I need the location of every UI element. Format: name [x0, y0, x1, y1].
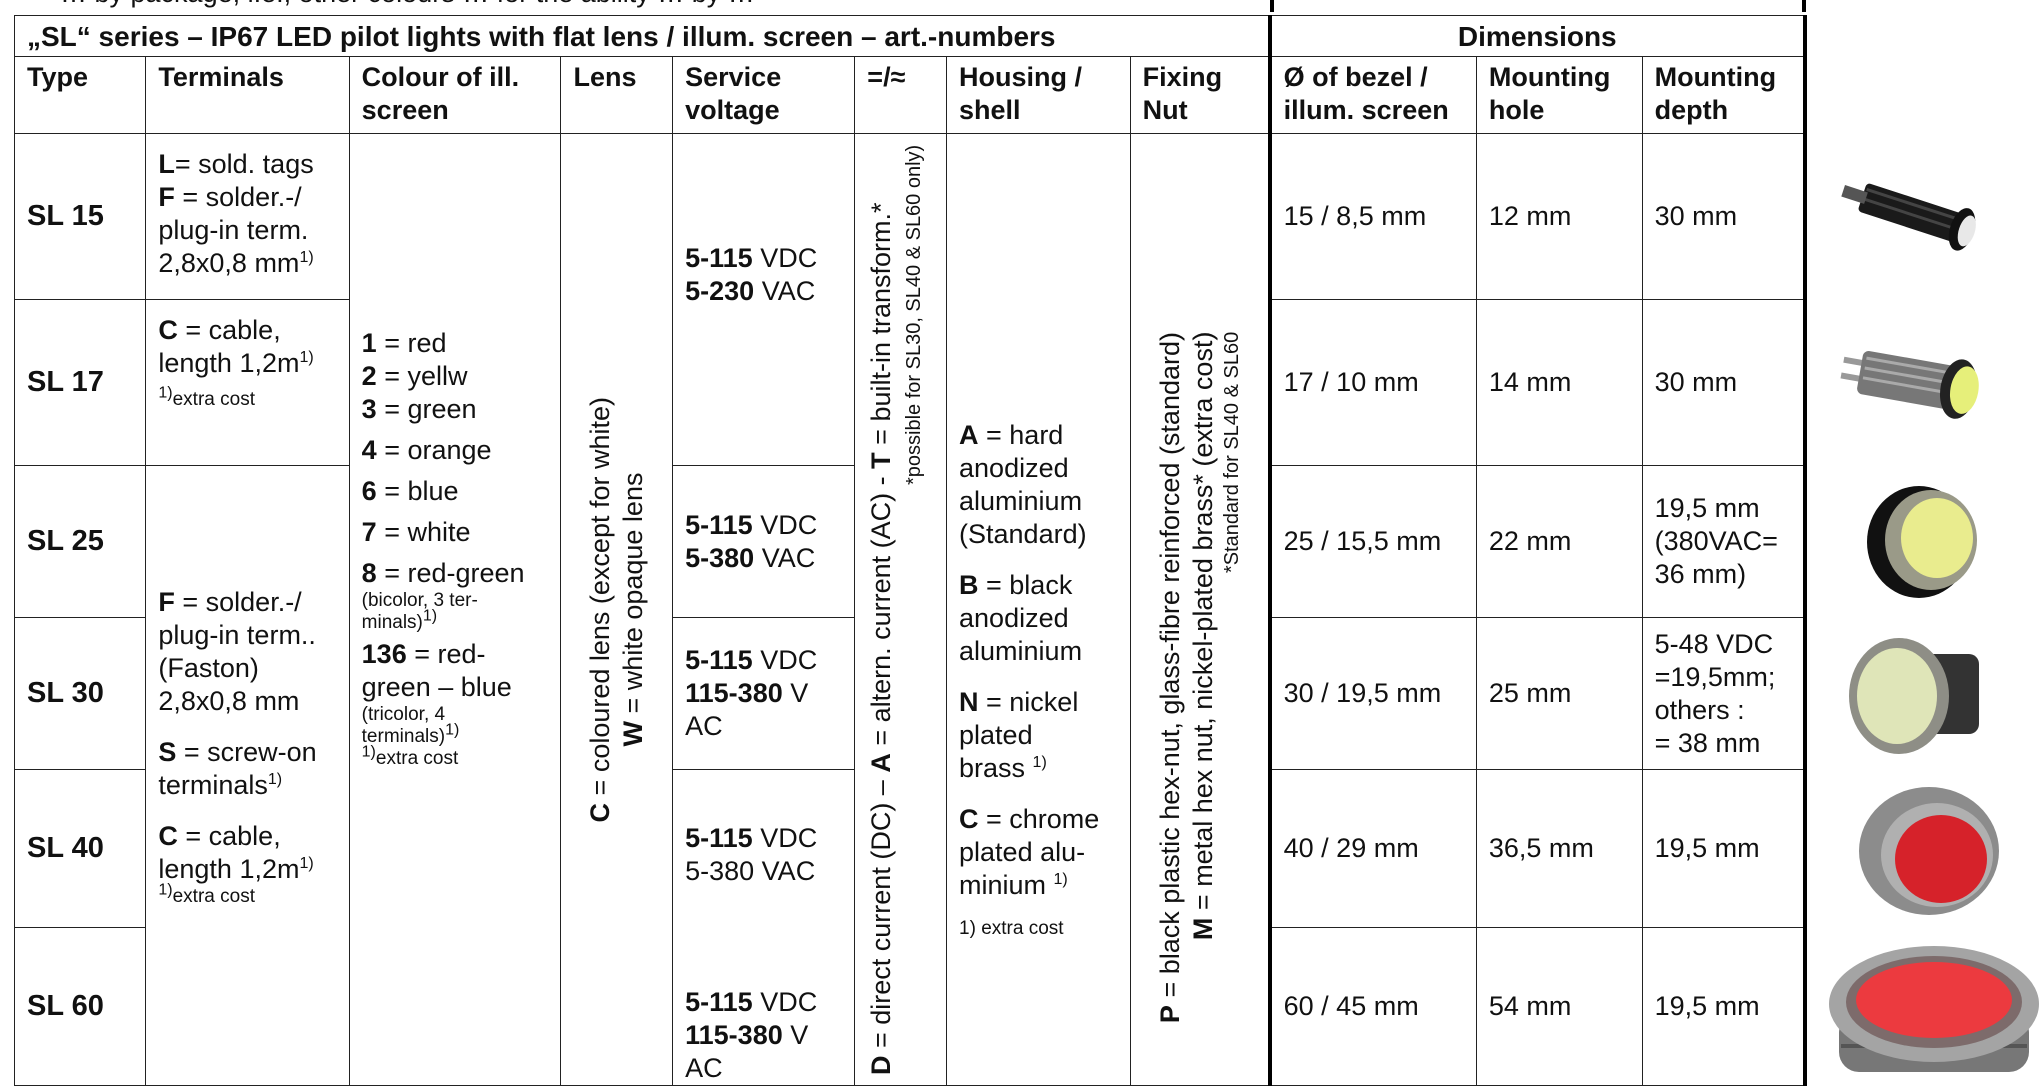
mounting-hole-cell: 25 mm	[1475, 617, 1643, 770]
product-photo-sl60	[1805, 928, 2042, 1086]
col-header-housing: Housing / shell	[946, 56, 1131, 134]
type-cell: SL 25	[13, 465, 147, 618]
col-header-mounting-depth: Mounting depth	[1641, 56, 1807, 134]
bezel-cell: 60 / 45 mm	[1269, 927, 1477, 1086]
table-title: „SL“ series – IP67 LED pilot lights with…	[13, 15, 1272, 57]
table-row: SL 17 C = cable, length 1,2m1) 1)extra c…	[13, 299, 2042, 466]
col-header-mounting-hole: Mounting hole	[1475, 56, 1643, 134]
type-cell: SL 15	[13, 133, 147, 300]
terminals-cell-a: L= sold. tags F = solder.-/ plug-in term…	[145, 133, 350, 300]
housing-cell: A = hard anodized aluminium (Standard) B…	[946, 133, 1131, 1086]
product-photo-sl25	[1805, 466, 2042, 618]
service-voltage-cell-4: 5-115 VDC 5-380 VAC 5-115 VDC 115-380 V …	[672, 769, 856, 1086]
col-header-service-voltage: Service voltage	[672, 56, 856, 134]
col-header-bezel: Ø of bezel / illum. screen	[1269, 56, 1477, 134]
current-cell: D = direct current (DC) – A = altern. cu…	[854, 133, 948, 1086]
service-voltage-cell-2: 5-115 VDC 5-380 VAC	[672, 465, 856, 618]
mounting-depth-cell: 30 mm	[1641, 133, 1807, 300]
lens-cell: C = coloured lens (except for white) W =…	[560, 133, 674, 1086]
product-photo-sl30	[1805, 618, 2042, 770]
mounting-depth-cell: 19,5 mm	[1641, 769, 1807, 928]
colour-cell: 1 = red 2 = yellw 3 = green 4 = orange 6…	[348, 133, 562, 1086]
mounting-depth-cell: 30 mm	[1641, 299, 1807, 466]
service-voltage-cell-1: 5-115 VDC 5-230 VAC	[672, 133, 856, 466]
table-row: SL 15 L= sold. tags F = solder.-/ plug-i…	[13, 133, 2042, 1086]
col-header-colour: Colour of ill. screen	[348, 56, 562, 134]
type-cell: SL 30	[13, 617, 147, 770]
col-header-type: Type	[13, 56, 147, 134]
mounting-hole-cell: 36,5 mm	[1475, 769, 1643, 928]
table-row: SL 30 5-115 VDC 115-380 V AC 30 / 19,5 m…	[13, 617, 2042, 770]
table-row: SL 60 60 / 45 mm 54 mm 19,5 mm	[13, 927, 2042, 1086]
bezel-cell: 30 / 19,5 mm	[1269, 617, 1477, 770]
table-row: SL 25 F = solder.-/ plug-in term.. (Fast…	[13, 465, 2042, 1086]
cropped-text: … by package, i.e., other colours … for …	[60, 0, 755, 9]
col-header-lens: Lens	[560, 56, 674, 134]
fixing-nut-cell: P = black plastic hex-nut, glass-fibre r…	[1129, 133, 1272, 1086]
service-voltage-cell-3: 5-115 VDC 115-380 V AC	[672, 617, 856, 770]
mounting-hole-cell: 54 mm	[1475, 927, 1643, 1086]
mounting-depth-cell: 19,5 mm	[1641, 927, 1807, 1086]
cropped-previous-line: … by package, i.e., other colours … for …	[0, 0, 2042, 12]
bezel-cell: 15 / 8,5 mm	[1269, 133, 1477, 300]
mounting-hole-cell: 14 mm	[1475, 299, 1643, 466]
mounting-hole-cell: 12 mm	[1475, 133, 1643, 300]
mounting-depth-cell: 5-48 VDC =19,5mm; others : = 38 mm	[1641, 617, 1807, 770]
terminals-cell-b: F = solder.-/ plug-in term.. (Faston) 2,…	[145, 465, 350, 1086]
mounting-depth-cell: 19,5 mm (380VAC= 36 mm)	[1641, 465, 1807, 618]
col-header-current: =/≈	[854, 56, 948, 134]
dimensions-header: Dimensions	[1269, 15, 1807, 57]
col-header-terminals: Terminals	[145, 56, 350, 134]
type-cell: SL 17	[13, 299, 147, 466]
table-row: SL 40 5-115 VDC 5-380 VAC 5-115 VDC 115-…	[13, 769, 2042, 1086]
col-header-fixing-nut: Fixing Nut	[1129, 56, 1272, 134]
mounting-hole-cell: 22 mm	[1475, 465, 1643, 618]
bezel-cell: 25 / 15,5 mm	[1269, 465, 1477, 618]
sl-series-table: „SL“ series – IP67 LED pilot lights with…	[13, 15, 2042, 1086]
type-cell: SL 40	[13, 769, 147, 928]
type-cell: SL 60	[13, 927, 147, 1086]
product-photo-sl40	[1805, 770, 2042, 928]
bezel-cell: 17 / 10 mm	[1269, 299, 1477, 466]
product-photo-sl15	[1805, 134, 2042, 300]
product-photo-sl17	[1805, 300, 2042, 466]
bezel-cell: 40 / 29 mm	[1269, 769, 1477, 928]
terminals-cell-a2: C = cable, length 1,2m1) 1)extra cost	[145, 299, 350, 466]
